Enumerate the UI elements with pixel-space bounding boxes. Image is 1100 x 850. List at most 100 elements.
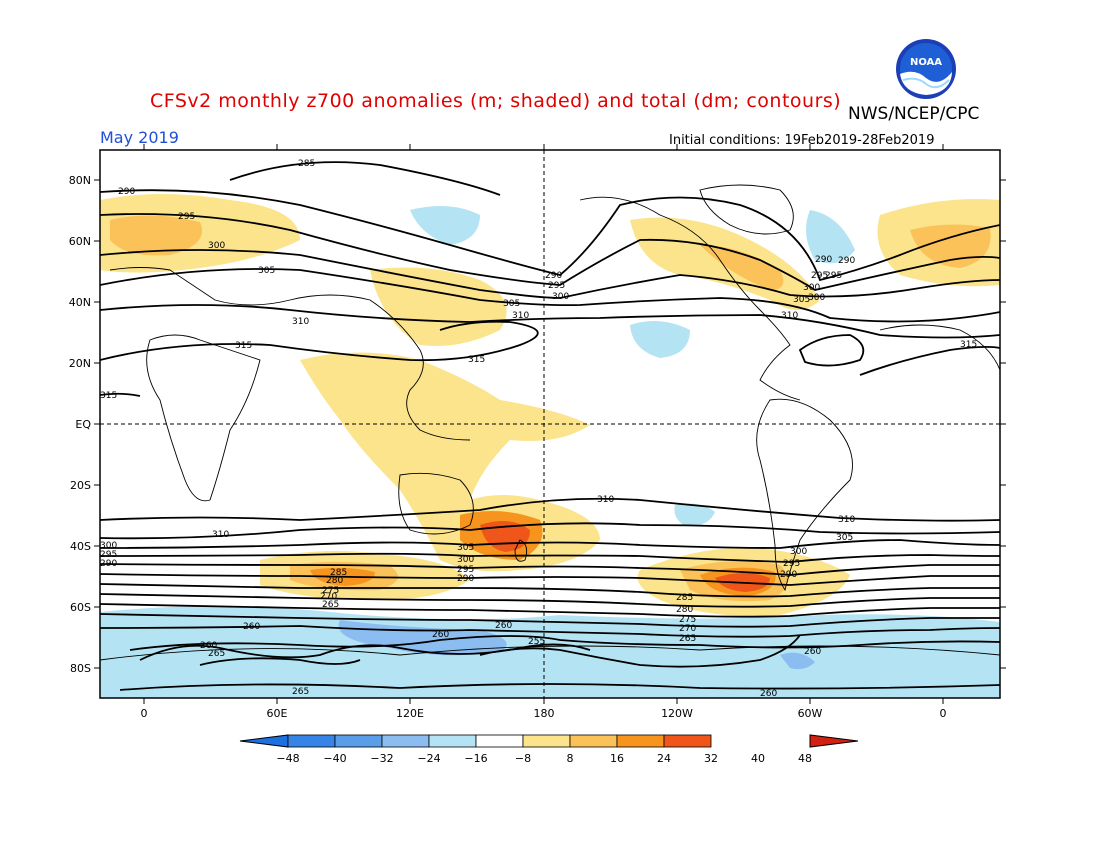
contour-label: 305 [258, 266, 275, 276]
lon-label: 60E [267, 707, 288, 720]
colorbar-label: 48 [798, 752, 812, 765]
contour-label: 260 [432, 630, 449, 640]
contour-label: 305 [503, 299, 520, 309]
contour-label: 310 [597, 495, 614, 505]
lon-label: 120W [661, 707, 693, 720]
contour-label: 300 [100, 541, 117, 551]
colorbar-segments [287, 734, 712, 748]
contour-label: 290 [545, 271, 562, 281]
lat-label: 60N [69, 235, 91, 248]
contour-label: 295 [548, 281, 565, 291]
colorbar-label: −40 [323, 752, 346, 765]
latitude-labels: 80N 60N 40N 20N EQ 20S 40S 60S 80S [69, 174, 92, 675]
height-contours [100, 161, 1000, 691]
colorbar-segment [428, 734, 477, 748]
contour-label: 315 [235, 341, 252, 351]
contour-label: 265 [679, 634, 696, 644]
lon-label: 0 [940, 707, 947, 720]
contour-label: 310 [212, 530, 229, 540]
colorbar-label: 16 [610, 752, 624, 765]
contour-label: 295 [811, 271, 828, 281]
contour-label: 285 [298, 159, 315, 169]
contour-label: 300 [808, 293, 825, 303]
lat-label: 20N [69, 357, 91, 370]
colorbar-label: −8 [515, 752, 531, 765]
colorbar-label: 32 [704, 752, 718, 765]
map-area: 285 290 295 300 305 310 315 315 310 305 … [100, 150, 1000, 698]
longitude-axis [143, 144, 944, 704]
contour-label: 260 [243, 622, 260, 632]
agency-label: NWS/NCEP/CPC [848, 104, 980, 124]
contour-label: 295 [100, 550, 117, 560]
lat-label: 20S [70, 479, 91, 492]
contour-label: 265 [208, 649, 225, 659]
lat-label: 80N [69, 174, 91, 187]
lat-label: 40S [70, 540, 91, 553]
latitude-axis [94, 179, 1006, 669]
lat-label: 60S [70, 601, 91, 614]
colorbar-segment [663, 734, 712, 748]
lat-label: EQ [75, 418, 91, 431]
contour-label: 300 [803, 283, 820, 293]
contour-label: 290 [457, 574, 474, 584]
contour-label: 305 [836, 533, 853, 543]
contour-label: 295 [457, 565, 474, 575]
colorbar-label: −32 [370, 752, 393, 765]
contour-label: 255 [528, 637, 545, 647]
forecast-period: May 2019 [100, 128, 179, 147]
contour-label: 315 [100, 391, 117, 401]
colorbar-label: −48 [276, 752, 299, 765]
contour-label: 300 [552, 292, 569, 302]
contour-label: 305 [793, 295, 810, 305]
contour-label: 270 [320, 592, 337, 602]
contour-label: 310 [781, 311, 798, 321]
lon-label: 0 [141, 707, 148, 720]
contour-label: 270 [679, 624, 696, 634]
initial-conditions: Initial conditions: 19Feb2019-28Feb2019 [669, 133, 935, 148]
contour-label: 290 [815, 255, 832, 265]
colorbar-segment [381, 734, 430, 748]
colorbar-label: −24 [417, 752, 440, 765]
contour-label: 310 [292, 317, 309, 327]
contour-labels: 285 290 295 300 305 310 315 315 310 305 … [100, 159, 977, 698]
colorbar-labels: −48 −40 −32 −24 −16 −8 8 16 24 32 40 48 [276, 752, 812, 765]
contour-label: 260 [804, 647, 821, 657]
contour-label: 310 [512, 311, 529, 321]
colorbar-segment [287, 734, 336, 748]
contour-label: 290 [780, 570, 797, 580]
colorbar-segment [522, 734, 571, 748]
colorbar: −48 −40 −32 −24 −16 −8 8 16 24 32 40 48 [239, 734, 859, 765]
colorbar-label: −16 [464, 752, 487, 765]
contour-label: 280 [676, 605, 693, 615]
lat-label: 40N [69, 296, 91, 309]
contour-label: 260 [495, 621, 512, 631]
contour-label: 305 [457, 543, 474, 553]
colorbar-label: 24 [657, 752, 671, 765]
noaa-logo-icon: NOAA [896, 39, 956, 99]
colorbar-segment [334, 734, 383, 748]
svg-text:NOAA: NOAA [910, 57, 942, 68]
colorbar-segment [616, 734, 665, 748]
contour-label: 310 [838, 515, 855, 525]
contour-label: 265 [292, 687, 309, 697]
lon-label: 180 [534, 707, 555, 720]
lat-label: 80S [70, 662, 91, 675]
colorbar-right-arrow [809, 734, 859, 748]
contour-label: 315 [960, 340, 977, 350]
colorbar-label: 8 [567, 752, 574, 765]
contour-label: 260 [200, 641, 217, 651]
contour-label: 285 [676, 593, 693, 603]
map-title: CFSv2 monthly z700 anomalies (m; shaded)… [150, 90, 842, 112]
contour-label: 315 [468, 355, 485, 365]
contour-label: 290 [838, 256, 855, 266]
contour-label: 290 [100, 559, 117, 569]
lon-label: 60W [798, 707, 823, 720]
contour-label: 300 [790, 547, 807, 557]
colorbar-segment [569, 734, 618, 748]
lon-label: 120E [396, 707, 424, 720]
contour-label: 285 [330, 568, 347, 578]
contour-label: 295 [783, 559, 800, 569]
contour-label: 275 [322, 586, 339, 596]
colorbar-label: 40 [751, 752, 765, 765]
